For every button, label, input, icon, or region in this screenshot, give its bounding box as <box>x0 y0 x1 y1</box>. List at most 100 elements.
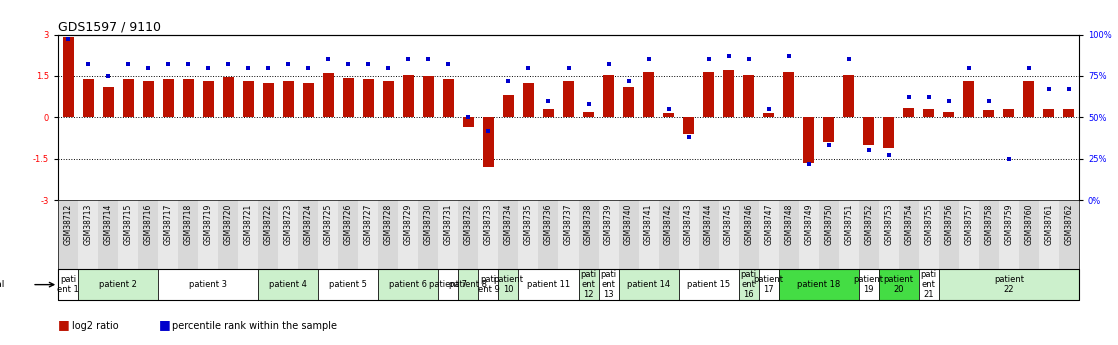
Text: GSM38744: GSM38744 <box>704 204 713 245</box>
Bar <box>578 269 598 300</box>
Point <box>700 57 718 62</box>
Bar <box>679 200 699 269</box>
Text: GSM38753: GSM38753 <box>884 204 893 245</box>
Bar <box>603 75 614 117</box>
Bar <box>319 200 339 269</box>
Bar <box>103 87 114 117</box>
Text: GSM38761: GSM38761 <box>1044 204 1053 245</box>
Bar <box>899 200 919 269</box>
Bar <box>443 79 454 117</box>
Text: GSM38741: GSM38741 <box>644 204 653 245</box>
Point <box>1020 65 1038 70</box>
Bar <box>944 112 955 117</box>
Bar <box>243 81 254 117</box>
Text: GSM38724: GSM38724 <box>304 204 313 245</box>
Point <box>779 53 797 59</box>
Bar <box>903 108 915 117</box>
Point <box>920 95 938 100</box>
Bar <box>83 79 94 117</box>
Point <box>120 61 138 67</box>
Bar <box>299 200 319 269</box>
Text: GSM38718: GSM38718 <box>183 204 192 245</box>
Point <box>599 61 617 67</box>
Point <box>320 57 338 62</box>
Point <box>940 98 958 104</box>
Point <box>660 106 678 112</box>
Bar <box>479 200 499 269</box>
Text: GSM38754: GSM38754 <box>904 204 913 245</box>
Point <box>439 61 457 67</box>
Bar <box>618 200 638 269</box>
Bar <box>1043 109 1054 117</box>
Text: patient 6: patient 6 <box>389 280 427 289</box>
Text: GSM38721: GSM38721 <box>244 204 253 245</box>
Text: GSM38722: GSM38722 <box>264 204 273 245</box>
Bar <box>378 269 438 300</box>
Bar <box>323 73 334 117</box>
Point <box>999 156 1017 161</box>
Text: pati
ent 9: pati ent 9 <box>477 275 500 294</box>
Text: GSM38748: GSM38748 <box>784 204 793 245</box>
Bar <box>78 200 98 269</box>
Bar <box>883 117 894 148</box>
Point <box>740 57 758 62</box>
Point <box>720 53 738 59</box>
Text: patient 18: patient 18 <box>797 280 841 289</box>
Text: GSM38713: GSM38713 <box>84 204 93 245</box>
Bar <box>163 79 173 117</box>
Bar <box>519 269 578 300</box>
Bar <box>679 269 739 300</box>
Point <box>280 61 297 67</box>
Bar <box>783 72 794 117</box>
Bar <box>539 200 559 269</box>
Bar <box>582 112 594 117</box>
Point <box>559 65 577 70</box>
Bar <box>778 200 798 269</box>
Text: GSM38737: GSM38737 <box>563 204 574 245</box>
Text: patient 15: patient 15 <box>688 280 730 289</box>
Text: GSM38756: GSM38756 <box>945 204 954 245</box>
Bar <box>222 77 234 117</box>
Text: GSM38738: GSM38738 <box>584 204 593 245</box>
Text: patient
22: patient 22 <box>994 275 1024 294</box>
Point <box>300 65 318 70</box>
Point <box>860 148 878 153</box>
Bar <box>818 200 838 269</box>
Bar <box>843 75 854 117</box>
Bar <box>939 200 959 269</box>
Bar <box>803 117 814 163</box>
Bar <box>659 200 679 269</box>
Text: pati
ent
16: pati ent 16 <box>740 270 757 299</box>
Bar <box>1023 81 1034 117</box>
Bar <box>984 110 994 117</box>
Point <box>199 65 217 70</box>
Bar <box>58 200 78 269</box>
Text: percentile rank within the sample: percentile rank within the sample <box>172 321 338 331</box>
Bar <box>543 109 555 117</box>
Bar <box>263 83 274 117</box>
Text: GSM38734: GSM38734 <box>504 204 513 245</box>
Point <box>419 57 437 62</box>
Bar <box>879 269 919 300</box>
Point <box>680 135 698 140</box>
Bar <box>923 109 935 117</box>
Point <box>359 61 377 67</box>
Point <box>500 78 518 83</box>
Text: GSM38736: GSM38736 <box>544 204 553 245</box>
Text: GSM38728: GSM38728 <box>383 204 392 245</box>
Bar <box>343 78 354 117</box>
Bar <box>623 87 634 117</box>
Point <box>219 61 237 67</box>
Text: log2 ratio: log2 ratio <box>72 321 119 331</box>
Point <box>379 65 397 70</box>
Bar <box>378 200 398 269</box>
Bar <box>58 269 78 300</box>
Bar <box>382 81 394 117</box>
Point <box>59 37 77 42</box>
Bar <box>303 83 314 117</box>
Bar <box>563 81 574 117</box>
Bar <box>458 269 479 300</box>
Bar <box>798 200 818 269</box>
Bar <box>182 79 193 117</box>
Bar <box>499 200 519 269</box>
